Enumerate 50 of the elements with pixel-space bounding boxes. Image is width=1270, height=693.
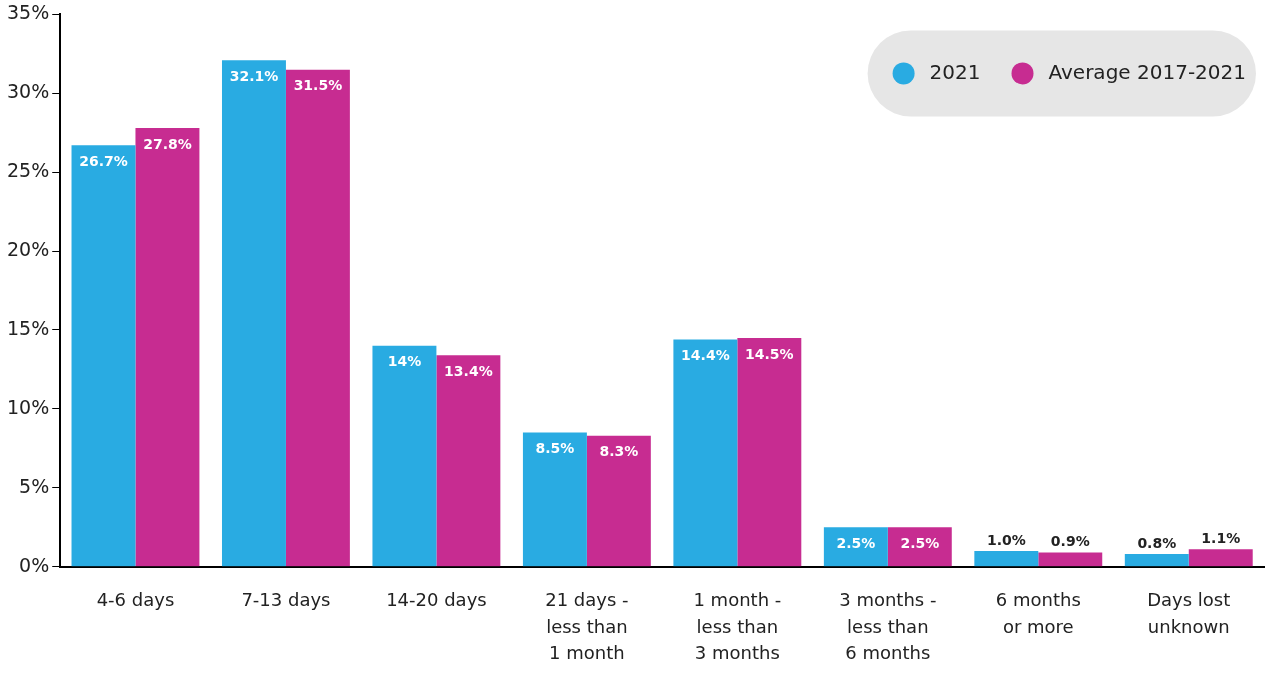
data-label: 31.5% xyxy=(293,77,343,94)
x-tick-label: 1 month - less than 3 months xyxy=(693,589,782,663)
y-tick-label: 25% xyxy=(7,159,50,182)
legend-label: 2021 xyxy=(929,59,981,84)
data-label: 1.1% xyxy=(1201,529,1241,546)
y-tick-label: 35% xyxy=(7,1,50,24)
data-label: 32.1% xyxy=(229,67,279,84)
x-tick-label: 21 days - less than 1 month xyxy=(545,589,629,663)
y-tick-label: 10% xyxy=(7,395,50,418)
data-label: 14.4% xyxy=(681,347,730,364)
bar xyxy=(221,60,286,567)
data-label: 0.9% xyxy=(1050,533,1090,550)
bar xyxy=(135,128,200,567)
x-tick-label: 6 months or more xyxy=(995,589,1081,637)
bar xyxy=(285,69,350,567)
bar xyxy=(71,145,136,567)
y-tick-label: 20% xyxy=(7,238,50,261)
bar xyxy=(372,345,437,567)
y-tick-label: 15% xyxy=(7,316,50,339)
bar xyxy=(1188,549,1253,567)
y-tick-label: 0% xyxy=(19,553,50,576)
bar xyxy=(586,435,651,567)
data-label: 14.5% xyxy=(745,345,794,362)
data-label: 2.5% xyxy=(900,534,940,551)
data-label: 26.7% xyxy=(79,153,128,170)
data-label: 27.8% xyxy=(143,135,192,152)
data-label: 8.5% xyxy=(535,440,575,457)
data-label: 14% xyxy=(387,353,422,370)
data-label: 0.8% xyxy=(1137,534,1177,551)
legend-label: Average 2017-2021 xyxy=(1048,59,1246,84)
x-tick-label: 3 months - less than 6 months xyxy=(839,589,937,663)
y-tick-label: 5% xyxy=(19,474,50,497)
bar xyxy=(974,550,1039,567)
data-label: 13.4% xyxy=(444,362,493,379)
x-tick-label: Days lost unknown xyxy=(1147,589,1231,637)
bar xyxy=(887,527,952,567)
bar xyxy=(1124,554,1189,567)
bar xyxy=(673,339,738,567)
bar xyxy=(436,355,501,567)
bar xyxy=(1038,552,1103,567)
data-label: 2.5% xyxy=(836,534,876,551)
x-tick-label: 14-20 days xyxy=(386,589,487,611)
data-label: 1.0% xyxy=(986,531,1026,548)
x-tick-label: 7-13 days xyxy=(241,589,331,611)
data-label: 8.3% xyxy=(599,443,639,460)
bar xyxy=(823,527,888,567)
y-tick-label: 30% xyxy=(7,80,50,103)
bar xyxy=(522,432,587,567)
bar xyxy=(737,337,802,567)
x-tick-label: 4-6 days xyxy=(96,589,175,611)
